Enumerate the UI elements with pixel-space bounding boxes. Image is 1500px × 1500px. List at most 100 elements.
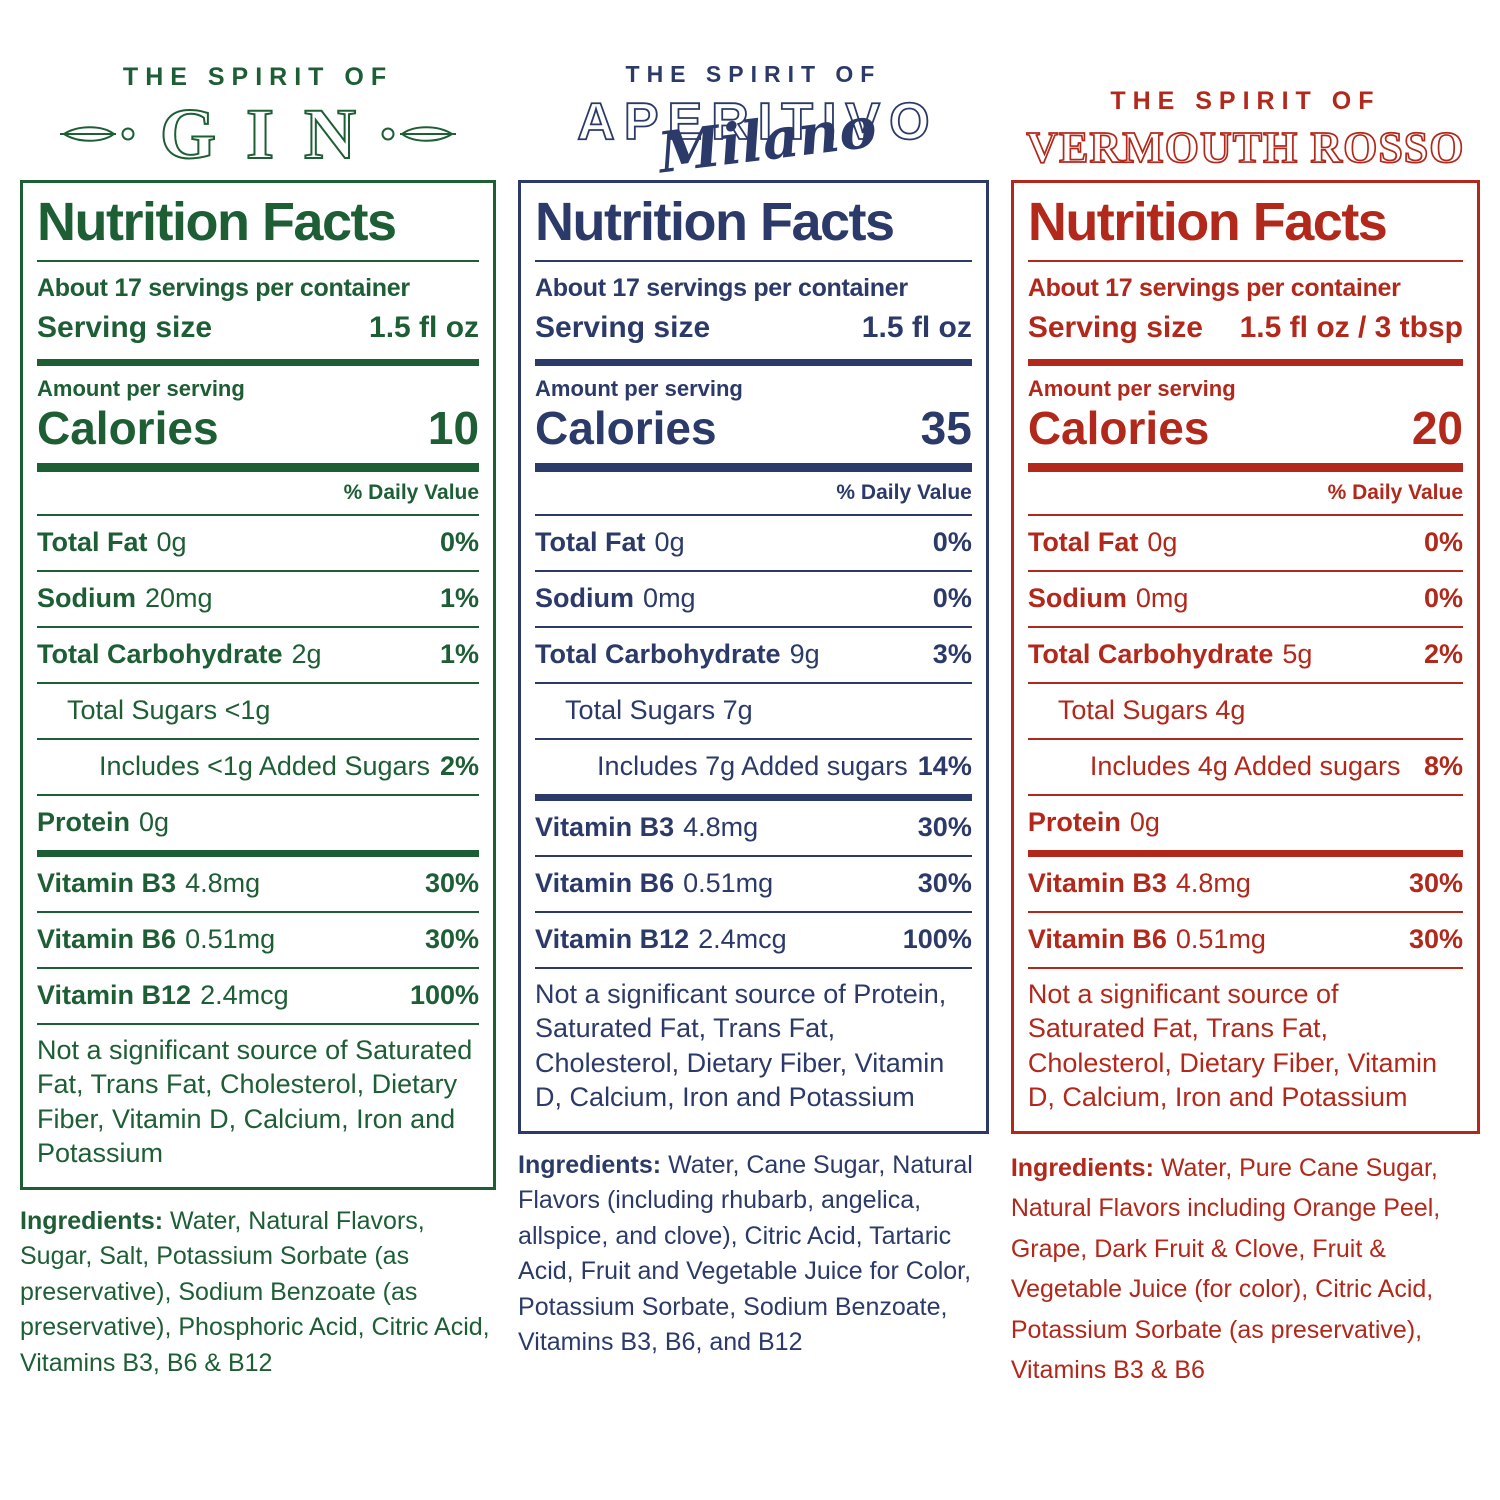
nutrient-row: Vitamin B12 2.4mcg 100% — [535, 910, 972, 967]
nutrient-daily-value: 30% — [917, 811, 972, 842]
nutrient-row: Sodium 0mg 0% — [1027, 569, 1463, 626]
nutrient-value: 4.8mg — [1175, 867, 1251, 898]
logo-name: VERMOUTH ROSSO — [1025, 123, 1465, 172]
nutrient-value: 0g — [156, 526, 187, 557]
nutrient-row: Vitamin B3 4.8mg 30% — [1027, 849, 1463, 911]
nutrient-daily-value: 1% — [440, 582, 480, 613]
logo-eyebrow: THE SPIRIT OF — [1110, 87, 1381, 115]
nutrient-value: 0mg — [643, 582, 696, 613]
nutrient-value: 0.51mg — [1175, 923, 1266, 954]
nutrient-daily-value: 100% — [902, 923, 972, 954]
nutrient-row: Total Sugars 7g — [535, 681, 972, 738]
nutrient-label: Vitamin B3 — [1027, 867, 1167, 898]
nutrient-value: Total Sugars 4g — [1057, 694, 1246, 725]
nutrient-row: Vitamin B6 0.51mg 30% — [535, 854, 972, 911]
nutrition-facts-title: Nutrition Facts — [1027, 192, 1388, 252]
daily-value-header: % Daily Value — [37, 462, 480, 514]
nutrient-value: Includes 7g Added sugars — [597, 750, 908, 781]
amount-per-serving-label: Amount per serving — [37, 359, 480, 402]
panel-gin: THE SPIRIT OF GIN Nutrition Facts About … — [20, 0, 497, 1484]
nutrient-row: Includes 7g Added sugars 14% — [535, 737, 972, 794]
serving-size-value: 1.5 fl oz — [369, 311, 480, 345]
nutrient-value: 4.8mg — [683, 811, 759, 842]
nutrition-facts-title: Nutrition Facts — [37, 192, 397, 252]
ingredients-list: Water, Natural Flavors, Sugar, Salt, Pot… — [20, 1206, 490, 1377]
nutrient-row: Includes <1g Added Sugars 2% — [37, 737, 480, 794]
nutrient-value: 5g — [1282, 638, 1313, 669]
nutrient-daily-value: 30% — [917, 867, 972, 898]
calories-value: 35 — [920, 402, 972, 455]
nutrient-row: Vitamin B3 4.8mg 30% — [535, 793, 972, 855]
nutrient-row: Vitamin B3 4.8mg 30% — [37, 849, 480, 911]
nutrient-value: 20mg — [145, 582, 213, 613]
nutrient-row: Total Fat 0g 0% — [1027, 513, 1463, 570]
nutrient-value: 4.8mg — [185, 867, 261, 898]
nutrient-daily-value: 0% — [932, 582, 972, 613]
nutrient-row: Vitamin B6 0.51mg 30% — [1027, 910, 1463, 967]
brand-logo-gin: THE SPIRIT OF GIN — [20, 0, 496, 180]
nutrient-value: 0g — [1147, 526, 1178, 557]
nutrient-daily-value: 8% — [1423, 750, 1463, 781]
logo-eyebrow: THE SPIRIT OF — [625, 61, 882, 87]
nutrient-daily-value: 1% — [440, 638, 480, 669]
amount-per-serving-label: Amount per serving — [1027, 359, 1463, 402]
calories-value: 10 — [427, 402, 480, 455]
ingredients-label: Ingredients: — [518, 1150, 662, 1179]
panel-vermouth-rosso: THE SPIRIT OF VERMOUTH ROSSO Nutrition F… — [1010, 0, 1480, 1484]
nutrient-daily-value: 30% — [1408, 867, 1463, 898]
calories-label: Calories — [1027, 402, 1210, 455]
nutrient-daily-value: 0% — [1423, 526, 1463, 557]
nutrient-row: Total Sugars 4g — [1027, 681, 1463, 738]
nutrient-label: Protein — [37, 806, 131, 837]
ingredients-text: Ingredients: Water, Cane Sugar, Natural … — [518, 1148, 989, 1361]
nutrition-facts-box: Nutrition Facts About 17 servings per co… — [1010, 180, 1480, 1134]
leaf-ornament-icon — [381, 126, 457, 142]
nutrient-value: 0g — [139, 806, 170, 837]
serving-size-row: Serving size 1.5 fl oz / 3 tbsp — [1028, 305, 1463, 359]
nutrient-rows: Total Fat 0g 0% Sodium 0mg 0% Total Carbohydra… — [1027, 513, 1463, 967]
ingredients-text: Ingredients: Water, Natural Flavors, Sug… — [20, 1204, 496, 1382]
nutrient-rows: Total Fat 0g 0% Sodium 20mg 1% Total Carbohydr… — [37, 513, 480, 1023]
serving-size-label: Serving size — [535, 311, 711, 345]
daily-value-header: % Daily Value — [1027, 462, 1463, 514]
ingredients-label: Ingredients: — [20, 1206, 164, 1235]
nutrient-row: Total Carbohydrate 9g 3% — [535, 625, 972, 682]
logo-name: GIN — [159, 94, 387, 174]
nutrient-daily-value: 2% — [440, 750, 480, 781]
not-significant-footnote: Not a significant source of Protein, Sat… — [535, 966, 972, 1119]
nutrient-row: Total Sugars <1g — [37, 681, 480, 738]
calories-label: Calories — [37, 402, 219, 455]
daily-value-header: % Daily Value — [535, 462, 972, 514]
serving-size-label: Serving size — [1027, 311, 1203, 345]
nutrient-label: Total Carbohydrate — [535, 638, 781, 669]
servings-per-container: About 17 servings per container — [37, 260, 480, 305]
nutrient-label: Total Carbohydrate — [1027, 638, 1274, 669]
amount-per-serving-label: Amount per serving — [535, 359, 972, 402]
nutrient-label: Vitamin B6 — [1027, 923, 1167, 954]
nutrition-facts-box: Nutrition Facts About 17 servings per co… — [20, 180, 497, 1190]
brand-logo-aperitivo: THE SPIRIT OF APERITIVO Milano — [518, 0, 989, 186]
serving-size-value: 1.5 fl oz / 3 tbsp — [1239, 311, 1463, 345]
not-significant-footnote: Not a significant source of Saturated Fa… — [1027, 966, 1463, 1119]
nutrient-value: Total Sugars <1g — [67, 694, 271, 725]
nutrient-value: 0g — [654, 526, 685, 557]
not-significant-footnote: Not a significant source of Saturated Fa… — [37, 1022, 480, 1175]
nutrient-label: Vitamin B12 — [535, 923, 690, 954]
calories-row: Calories 20 — [1028, 402, 1463, 462]
nutrient-label: Vitamin B3 — [535, 811, 675, 842]
nutrient-daily-value: 30% — [425, 867, 480, 898]
nutrient-label: Vitamin B3 — [37, 867, 177, 898]
nutrient-row: Sodium 0mg 0% — [535, 569, 972, 626]
nutrient-row: Total Fat 0g 0% — [535, 513, 972, 570]
nutrient-rows: Total Fat 0g 0% Sodium 0mg 0% Total Carbohydra… — [535, 513, 972, 967]
logo-wordmark-row: GIN — [58, 94, 458, 174]
nutrient-label: Total Fat — [37, 526, 148, 557]
nutrient-value: 2g — [291, 638, 322, 669]
calories-label: Calories — [535, 402, 717, 455]
nutrient-label: Vitamin B6 — [535, 867, 675, 898]
serving-size-row: Serving size 1.5 fl oz — [37, 305, 479, 359]
nutrition-facts-box: Nutrition Facts About 17 servings per co… — [518, 180, 989, 1134]
serving-size-label: Serving size — [37, 311, 213, 345]
nutrient-row: Includes 4g Added sugars 8% — [1027, 737, 1463, 794]
